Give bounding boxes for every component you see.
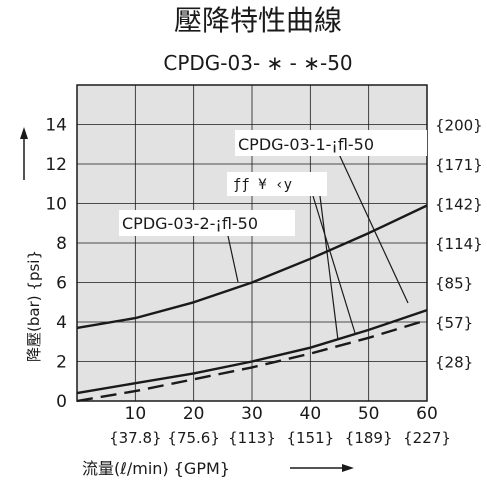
annotation-leader-line-3: [319, 195, 339, 341]
plot-frame: [76, 84, 428, 402]
annotation-bg-1: [235, 130, 427, 156]
y-axis-label-group: 降壓(bar) {psi}: [25, 250, 43, 362]
leader-layer: [227, 151, 409, 341]
x-tick-label-gpm: {75.6}: [167, 429, 220, 447]
annotation-leader-line-2: [312, 195, 356, 334]
series-line-1: [76, 204, 428, 330]
y-tick-label-psi: {114}: [435, 235, 483, 253]
y-tick-label-psi: {28}: [435, 354, 473, 372]
annotation-cpdg-03-2: CPDG-03-2-¡fl-50: [122, 214, 258, 233]
x-tick-label-gpm: {37.8}: [109, 429, 162, 447]
y-tick-label-psi: {142}: [435, 196, 483, 214]
chart-subtitle: CPDG-03- ∗ - ∗-50: [163, 51, 352, 75]
y-axis-label: 降壓(bar) {psi}: [25, 250, 43, 362]
x-tick-label-gpm: {227}: [403, 429, 451, 447]
tick-layer: 10 20 30 40 50 60{37.8} {75.6} {113} {151} {189}{…: [45, 116, 482, 448]
x-tick-label: 60: [416, 404, 438, 424]
series-line-3: [76, 318, 428, 403]
chart-title: 壓降特性曲線: [174, 4, 342, 37]
x-tick-label-gpm: {189}: [345, 429, 393, 447]
x-tick-label: 30: [241, 404, 263, 424]
y-tick-label: 0: [56, 392, 67, 412]
x-tick-label: 10: [125, 404, 147, 424]
x-tick-label: 20: [183, 404, 205, 424]
annotation-cpdg-03-1: CPDG-03-1-¡fl-50: [238, 135, 374, 154]
y-tick-label: 4: [56, 313, 67, 333]
y-tick-label: 6: [56, 274, 67, 294]
y-tick-label: 12: [45, 155, 67, 175]
x-axis-label: 流量(ℓ/min) {GPM}: [82, 459, 230, 478]
x-tick-label: 50: [358, 404, 380, 424]
y-tick-label-psi: {57}: [435, 314, 473, 332]
y-tick-label-psi: {171}: [435, 156, 483, 174]
x-tick-label: 40: [300, 404, 322, 424]
annotation-garbled: ƒƒ ¥ ‹y: [233, 177, 292, 193]
annotation-bg-2: [119, 210, 295, 236]
series-line-2: [76, 308, 428, 395]
y-axis-arrow-head: [20, 127, 28, 139]
annotation-leader-line-4: [227, 235, 239, 283]
x-tick-label-gpm: {151}: [286, 429, 334, 447]
y-tick-label-psi: {85}: [435, 275, 473, 293]
annotation-leader-line-1: [337, 151, 409, 304]
y-tick-label-psi: {200}: [435, 117, 483, 135]
y-tick-label: 8: [56, 234, 67, 254]
x-tick-label-gpm: {113}: [228, 429, 276, 447]
y-tick-label: 14: [45, 116, 67, 136]
series-layer: [76, 204, 428, 403]
annotation-bg-3: [227, 172, 327, 196]
y-tick-label: 2: [56, 353, 67, 373]
y-tick-label: 10: [45, 195, 67, 215]
x-axis-arrow-head: [342, 464, 354, 472]
